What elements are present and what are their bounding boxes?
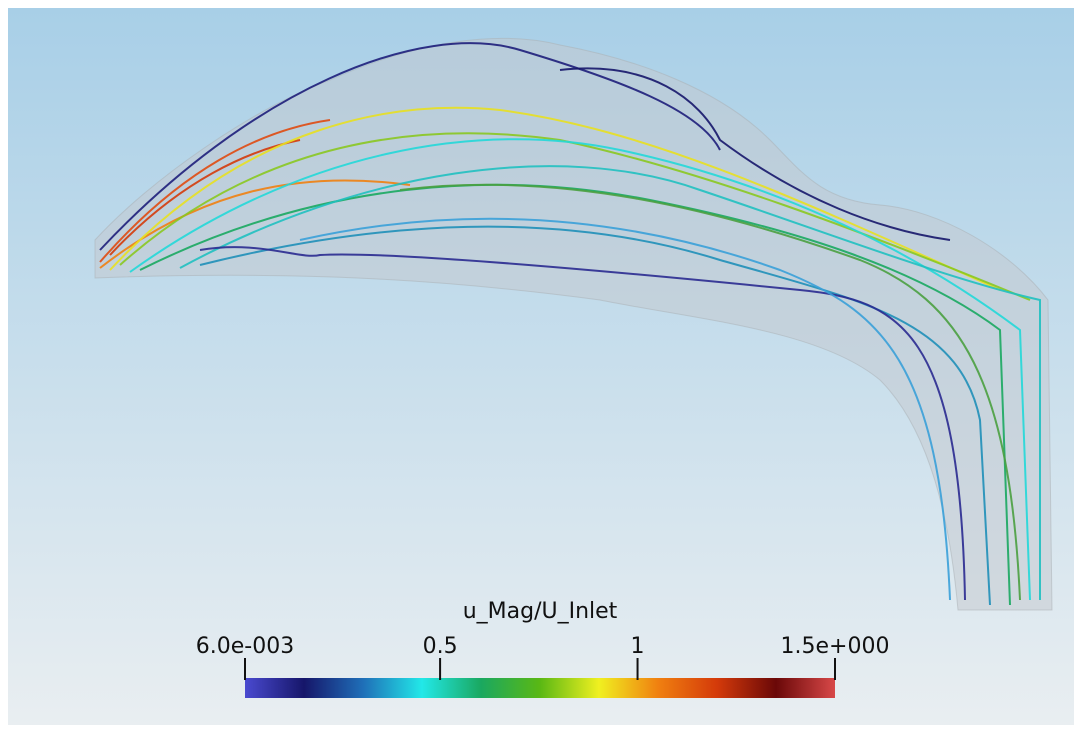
colorbar-title: u_Mag/U_Inlet [463,599,618,624]
tick-label: 0.5 [423,634,458,659]
tick-label: 1 [631,634,645,659]
tick-label: 1.5e+000 [781,634,890,659]
colorbar [245,678,835,698]
tick-label: 6.0e-003 [196,634,294,659]
page: u_Mag/U_Inlet 6.0e-0030.511.5e+000 (() =… [0,0,1080,733]
viewport: u_Mag/U_Inlet 6.0e-003 0.5 1 1.5e+000 [0,0,1080,733]
